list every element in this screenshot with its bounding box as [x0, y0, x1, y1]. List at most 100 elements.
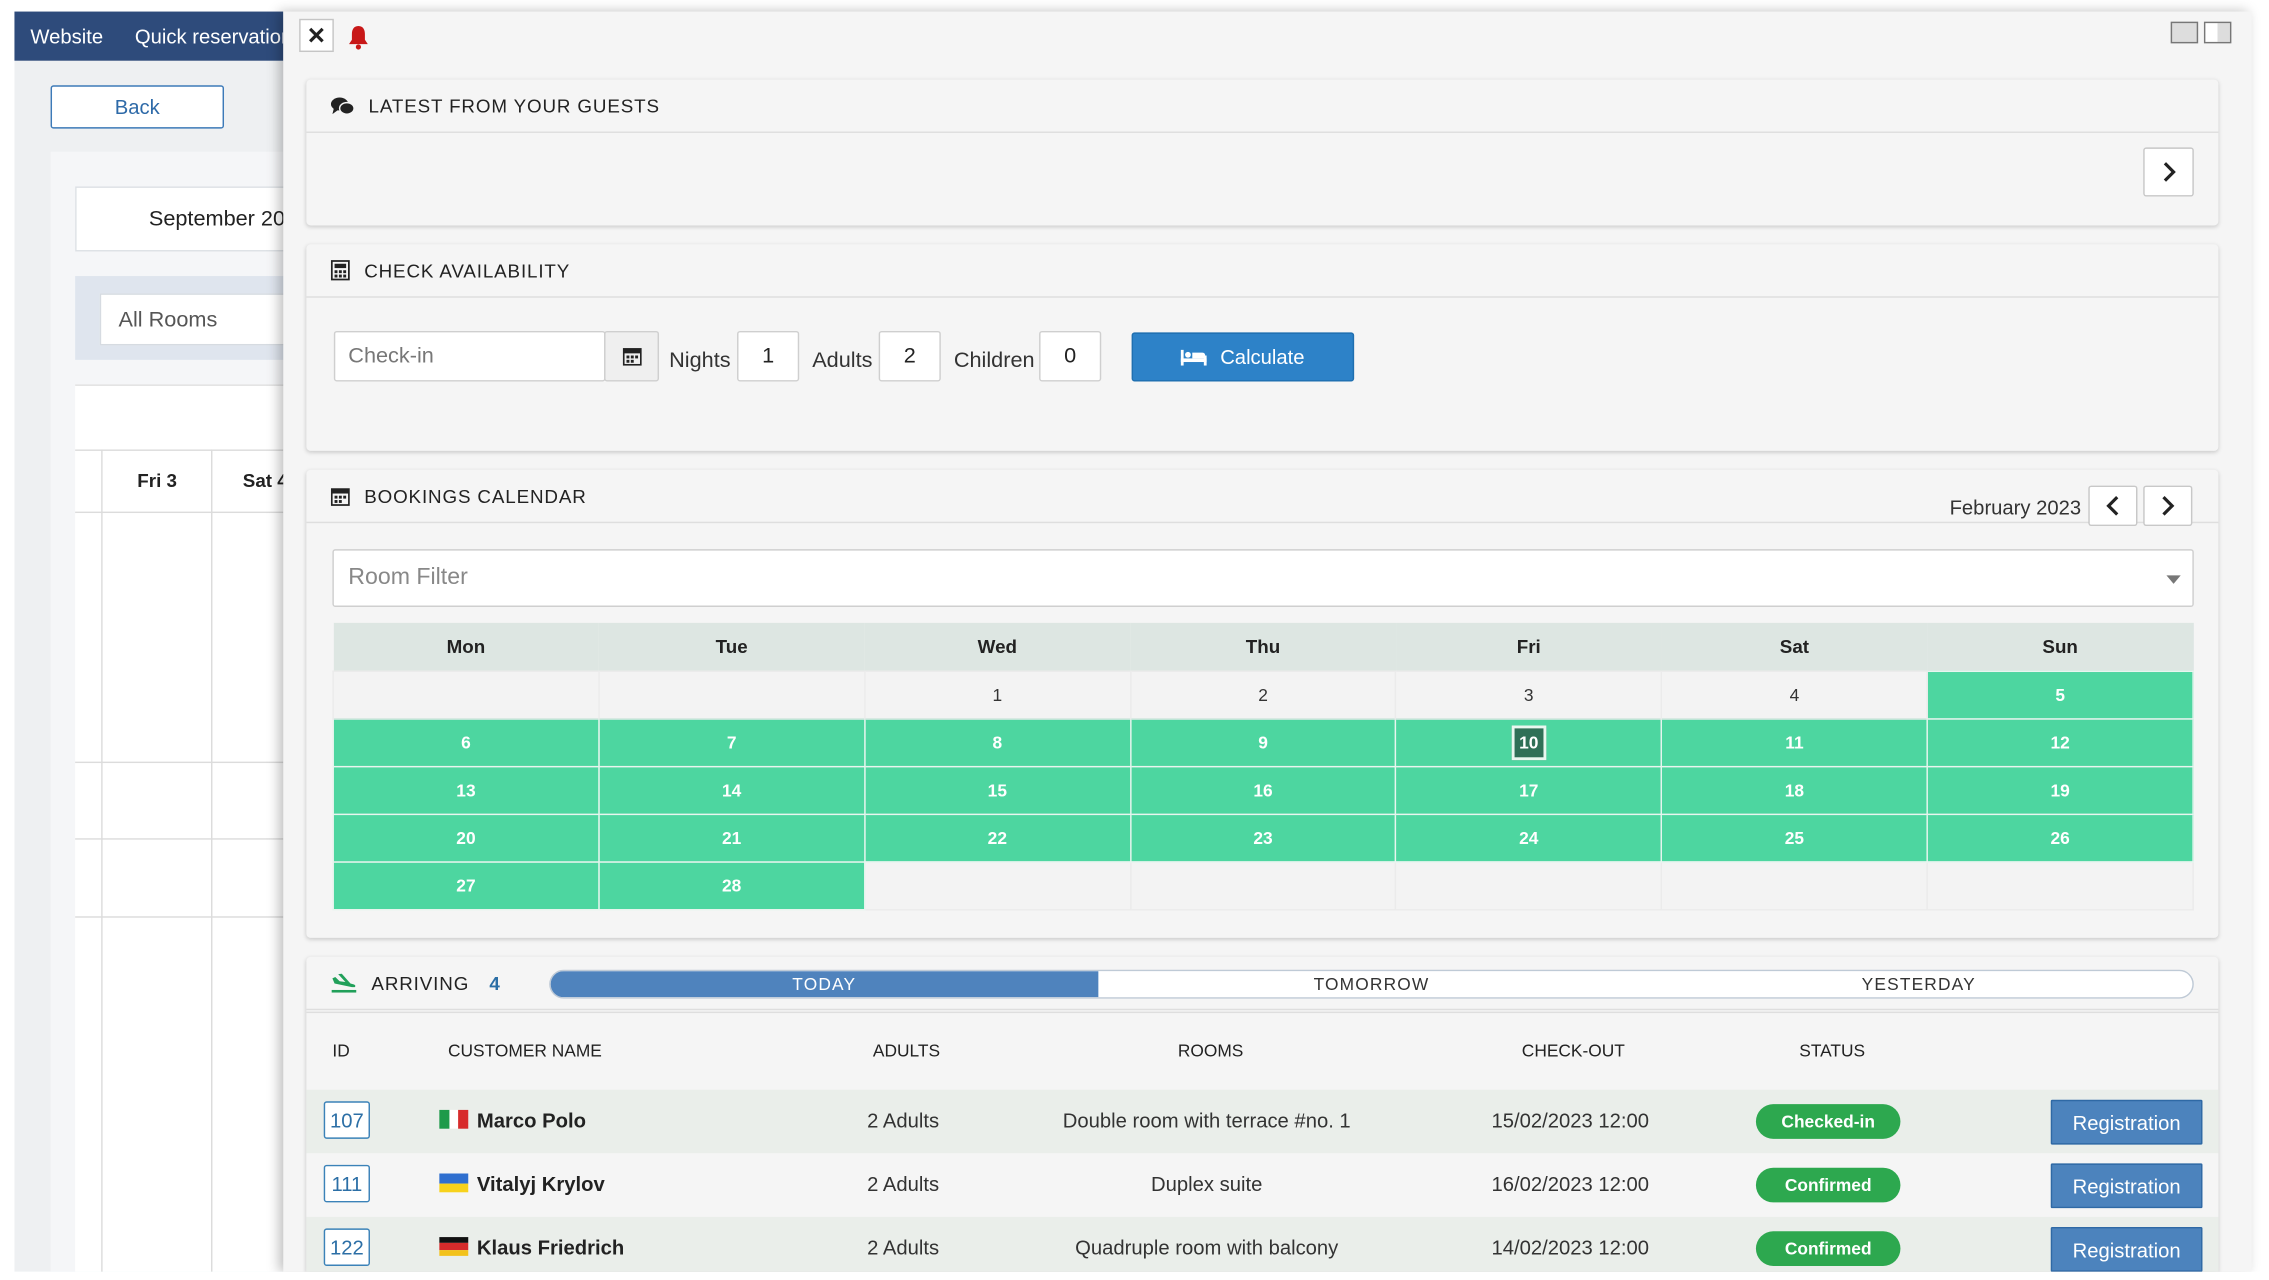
adults-input[interactable]: 2 [878, 330, 941, 382]
calendar-day[interactable]: 25 [1660, 812, 1928, 863]
background-grid [75, 384, 292, 1272]
tab-tomorrow[interactable]: TOMORROW [1313, 974, 1430, 995]
calendar-title: BOOKINGS CALENDAR [364, 484, 587, 507]
calendar-next-button[interactable] [2143, 485, 2193, 527]
calendar-empty-cell [332, 669, 600, 719]
calendar-icon [330, 487, 350, 506]
layout-full-icon[interactable] [2170, 21, 2199, 44]
adults-label: Adults [812, 348, 873, 373]
calendar-prev-button[interactable] [2088, 485, 2138, 527]
calendar-day[interactable]: 20 [332, 812, 600, 863]
arriving-count: 4 [489, 971, 501, 994]
calendar-day[interactable]: 27 [332, 860, 600, 910]
column-check-out: CHECK-OUT [1521, 1040, 1625, 1061]
tab-yesterday[interactable]: YESTERDAY [1861, 974, 1976, 995]
background-rooms-select[interactable]: All Rooms [99, 293, 288, 346]
top-navbar: Website Quick reservation [14, 11, 284, 61]
guests-next-button[interactable] [2143, 147, 2194, 197]
customer-name: Klaus Friedrich [476, 1235, 625, 1259]
checkin-input[interactable]: Check-in [333, 330, 606, 382]
layout-split-icon[interactable] [2203, 21, 2232, 44]
availability-card-header: CHECK AVAILABILITY [306, 244, 2219, 298]
availability-title: CHECK AVAILABILITY [364, 259, 571, 282]
customer-name: Vitalyj Krylov [476, 1172, 605, 1196]
calendar-icon [622, 348, 641, 366]
background-day-header: Fri 3 [137, 469, 177, 492]
calendar-day[interactable]: 10 [1395, 717, 1663, 767]
room-name: Duplex suite [1151, 1172, 1263, 1196]
children-label: Children [953, 348, 1035, 373]
flag-ukraine-icon [439, 1173, 469, 1193]
background-day-header: Sat 4 [242, 469, 288, 492]
nights-input[interactable]: 1 [737, 330, 800, 382]
calendar-day[interactable]: 4 [1660, 669, 1928, 719]
status-badge: Confirmed [1755, 1167, 1901, 1203]
calculate-button[interactable]: Calculate [1131, 332, 1355, 382]
booking-id-link[interactable]: 107 [323, 1101, 370, 1139]
calendar-day[interactable]: 8 [863, 717, 1131, 767]
calendar-day[interactable]: 14 [598, 765, 866, 815]
column-id: ID [332, 1040, 350, 1061]
calendar-empty-cell [1129, 860, 1397, 910]
calendar-day[interactable]: 1 [863, 669, 1131, 719]
calendar-day[interactable]: 13 [332, 765, 600, 815]
adults-count: 2 Adults [867, 1235, 940, 1259]
calendar-day[interactable]: 23 [1129, 812, 1397, 863]
bell-icon[interactable] [347, 25, 370, 51]
calendar-day[interactable]: 18 [1660, 765, 1928, 815]
booking-id-link[interactable]: 111 [323, 1164, 370, 1203]
weekday-header: Fri [1395, 622, 1662, 671]
calendar-day[interactable]: 16 [1129, 765, 1397, 815]
tab-today[interactable]: TODAY [550, 971, 1098, 998]
column-rooms: ROOMS [1177, 1040, 1244, 1061]
calendar-month: February 2023 [1949, 495, 2082, 519]
calendar-day[interactable]: 6 [332, 717, 600, 767]
registration-button[interactable]: Registration [2050, 1099, 2203, 1145]
calendar-day[interactable]: 15 [863, 765, 1131, 815]
nights-label: Nights [669, 348, 731, 373]
back-button[interactable]: Back [50, 85, 225, 129]
guests-card: LATEST FROM YOUR GUESTS [306, 79, 2219, 226]
arriving-day-switch: TODAY TOMORROW YESTERDAY [549, 969, 2194, 999]
status-badge: Confirmed [1755, 1231, 1901, 1266]
weekday-header: Sat [1661, 622, 1928, 671]
calendar-day[interactable]: 12 [1926, 717, 2194, 767]
nav-website[interactable]: Website [30, 24, 104, 48]
calendar-day[interactable]: 24 [1395, 812, 1663, 863]
close-button[interactable]: ✕ [299, 18, 334, 53]
grid-line [210, 449, 213, 1272]
chevron-right-icon [2162, 496, 2175, 516]
calendar-day[interactable]: 19 [1926, 765, 2194, 815]
calendar-day[interactable]: 11 [1660, 717, 1928, 767]
room-filter-select[interactable]: Room Filter [332, 549, 2194, 607]
registration-button[interactable]: Registration [2050, 1226, 2203, 1272]
calendar-day[interactable]: 17 [1395, 765, 1663, 815]
nav-quick-reservation[interactable]: Quick reservation [134, 24, 284, 48]
arriving-card-header: ARRIVING 4 [306, 957, 2219, 1011]
calendar-day[interactable]: 2 [1129, 669, 1397, 719]
arriving-title: ARRIVING [371, 971, 470, 994]
registration-button[interactable]: Registration [2050, 1163, 2203, 1209]
calendar-empty-cell [598, 669, 866, 719]
calendar-day[interactable]: 22 [863, 812, 1131, 863]
grid-line [75, 761, 284, 764]
calendar-day[interactable]: 9 [1129, 717, 1397, 767]
calendar-day[interactable]: 21 [598, 812, 866, 863]
calendar-day[interactable]: 26 [1926, 812, 2194, 863]
background-month-label: September 20 [75, 186, 292, 252]
customer-name: Marco Polo [476, 1108, 586, 1132]
calendar-day[interactable]: 7 [598, 717, 866, 767]
weekday-header: Mon [333, 622, 599, 671]
checkin-calendar-button[interactable] [604, 330, 660, 382]
grid-line [101, 449, 103, 1272]
calendar-day[interactable]: 28 [598, 860, 866, 910]
calculator-icon [330, 260, 350, 281]
calendar-day[interactable]: 3 [1395, 669, 1663, 719]
grid-line [75, 511, 284, 514]
adults-count: 2 Adults [867, 1108, 940, 1132]
check-out-time: 15/02/2023 12:00 [1491, 1108, 1649, 1132]
calendar-day[interactable]: 5 [1926, 669, 2194, 719]
booking-id-link[interactable]: 122 [323, 1228, 370, 1266]
grid-line [75, 838, 284, 840]
children-input[interactable]: 0 [1039, 330, 1102, 382]
